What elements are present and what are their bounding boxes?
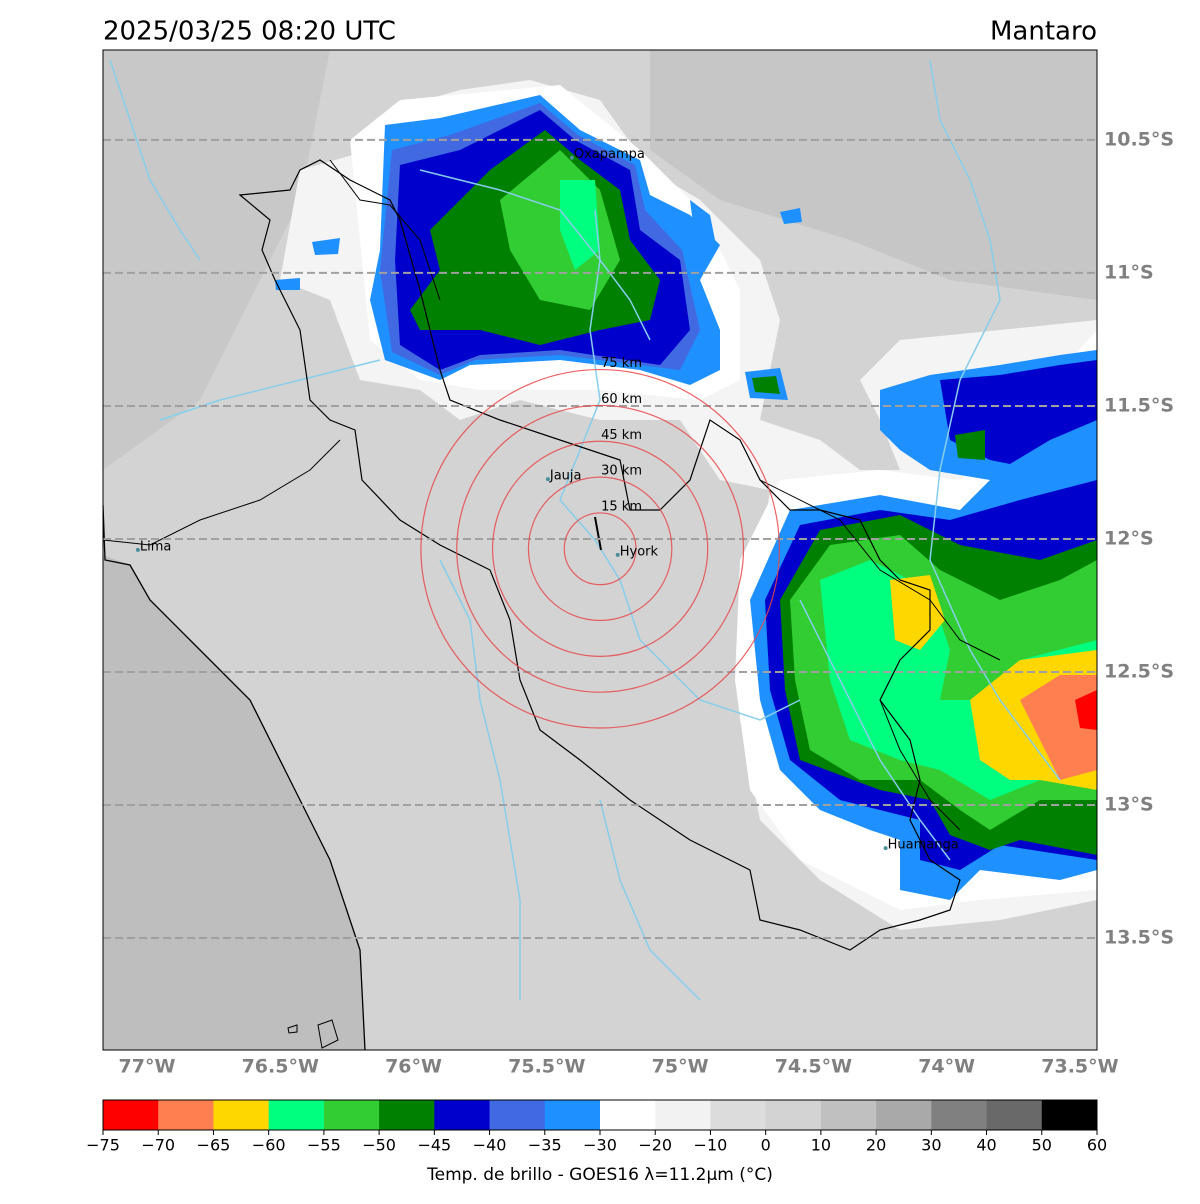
city-label: Huamanga [888,838,959,853]
colorbar-segment [765,1100,822,1130]
range-ring-label: 75 km [601,356,642,371]
range-ring [456,404,745,693]
colorbar-tick-label: −20 [638,1136,672,1155]
colorbar-tick-label: 50 [1032,1136,1052,1155]
range-ring-label: 15 km [601,499,642,514]
lat-tick-label: 13°S [1104,793,1154,815]
range-ring [563,512,637,586]
city-marker [135,547,140,552]
map-frame [102,49,1098,1051]
colorbar-segment [876,1100,932,1130]
colorbar-tick-label: −65 [197,1136,231,1155]
colorbar-tick-label: 60 [1087,1136,1107,1155]
colorbar-segment [103,1100,159,1130]
lat-tick-label: 12°S [1104,527,1154,549]
colorbar-segment [323,1100,380,1130]
colorbar-segment [820,1100,877,1130]
colorbar-frame [102,1099,1098,1131]
map-field [103,50,1097,1050]
city-marker [569,155,574,160]
range-ring-label: 30 km [601,464,642,479]
colorbar-tick-label: −55 [307,1136,341,1155]
lat-tick-label: 11°S [1104,261,1154,283]
colorbar-segment [268,1100,325,1130]
lon-tick-label: 73.5°W [1041,1056,1118,1078]
lon-tick-label: 74.5°W [775,1056,852,1078]
colorbar-segment [158,1100,214,1130]
city-label: Lima [140,539,171,554]
colorbar-tick-label: −40 [473,1136,507,1155]
range-ring [527,476,673,622]
lon-tick-label: 77°W [119,1056,176,1078]
lat-tick-label: 10.5°S [1104,128,1174,150]
range-ring-label: 60 km [601,392,642,407]
colorbar-tick-label: −30 [583,1136,617,1155]
lon-tick-label: 74°W [918,1056,975,1078]
colorbar-tick-label: 0 [761,1136,771,1155]
range-ring [420,368,780,729]
lon-tick-label: 75.5°W [508,1056,585,1078]
colorbar-segment [213,1100,270,1130]
city-marker [615,552,620,557]
colorbar-segment [379,1100,435,1130]
city-marker [883,846,888,851]
overlay: 15 km 30 km 45 km 60 km 75 km Oxapampa Jauja Hy… [103,138,1097,940]
city-marker [545,477,550,482]
lon-tick-label: 76°W [385,1056,442,1078]
colorbar-segment [544,1100,601,1130]
colorbar-tick-label: 30 [921,1136,941,1155]
colorbar-tick-label: −60 [252,1136,286,1155]
colorbar-tick-label: 40 [976,1136,996,1155]
colorbar-segment [710,1100,767,1130]
lat-tick-label: 13.5°S [1104,927,1174,949]
lat-tick-label: 11.5°S [1104,394,1174,416]
city-label: Jauja [549,469,582,484]
colorbar-segment [986,1100,1043,1130]
lon-tick-label: 76.5°W [242,1056,319,1078]
colorbar-tick-label: 20 [866,1136,886,1155]
title: 2025/03/25 08:20 UTC [103,17,396,47]
city-label: Oxapampa [574,147,645,162]
colorbar-tick-label: −70 [141,1136,175,1155]
range-ring [491,440,709,657]
city-label: Hyork [620,544,659,559]
colorbar-segment [489,1100,546,1130]
colorbar-label: Temp. de brillo - GOES16 λ=11.2μm (°C) [426,1165,773,1185]
colorbar-segment [655,1100,711,1130]
colorbar-tick-label: −75 [86,1136,120,1155]
lon-tick-label: 75°W [652,1056,709,1078]
colorbar-segment [434,1100,491,1130]
lat-tick-label: 12.5°S [1104,660,1174,682]
colorbar-segment [931,1100,988,1130]
colorbar-tick-label: −10 [694,1136,728,1155]
colorbar-tick-label: 10 [811,1136,831,1155]
colorbar-tick-label: −45 [417,1136,451,1155]
range-ring-label: 45 km [601,428,642,443]
colorbar-tick-label: −35 [528,1136,562,1155]
colorbar-tick-label: −50 [362,1136,396,1155]
colorbar-segment [600,1100,656,1130]
region: Mantaro [990,17,1097,47]
colorbar-segment [1041,1100,1098,1130]
